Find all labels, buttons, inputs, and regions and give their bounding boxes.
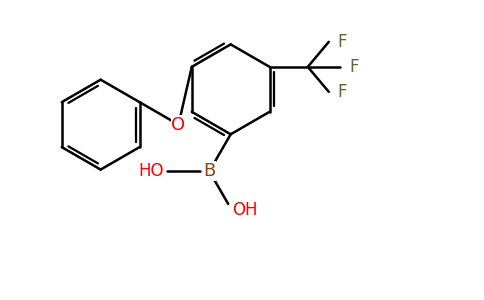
- Text: B: B: [203, 162, 215, 180]
- Text: HO: HO: [138, 162, 164, 180]
- Text: O: O: [171, 116, 185, 134]
- Text: F: F: [349, 58, 359, 76]
- Text: OH: OH: [232, 201, 257, 219]
- Text: F: F: [337, 33, 347, 51]
- Text: F: F: [337, 83, 347, 101]
